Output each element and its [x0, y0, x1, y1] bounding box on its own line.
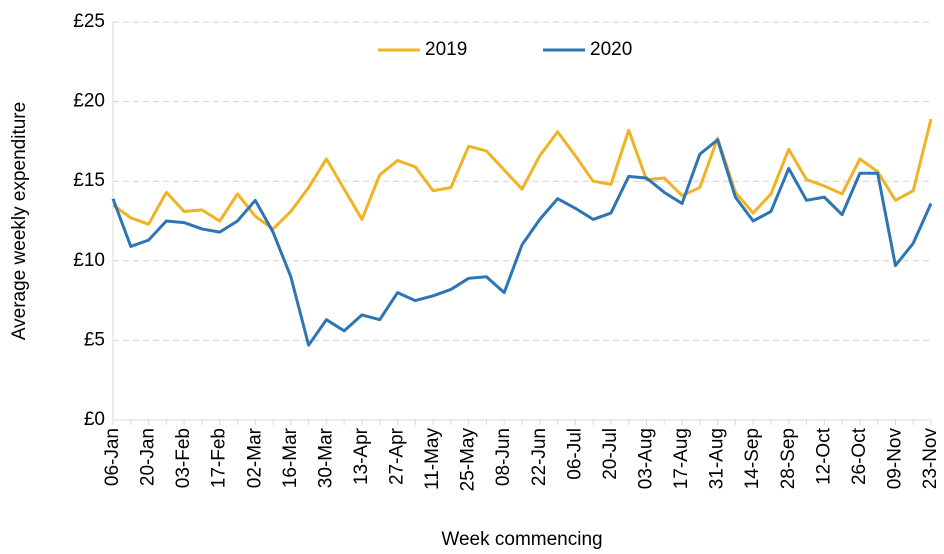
x-axis-title: Week commencing	[441, 529, 602, 550]
y-axis-title: Average weekly expenditure	[9, 102, 30, 340]
x-tick-label: 03-Feb	[173, 428, 194, 488]
x-tick-label: 11-May	[422, 428, 443, 490]
y-tick-label: £25	[73, 11, 105, 32]
x-tick-label: 14-Sep	[742, 428, 763, 489]
series-line	[111, 138, 933, 347]
x-tick-label: 20-Jan	[138, 428, 159, 486]
x-tick-label: 28-Sep	[778, 428, 799, 489]
series-line	[112, 118, 933, 231]
x-tick-label: 22-Jun	[529, 428, 550, 486]
x-tick-label: 25-May	[458, 428, 479, 492]
legend-label: 2019	[425, 39, 467, 60]
x-tick-label: 13-Apr	[351, 427, 372, 485]
x-tick-label: 26-Oct	[849, 427, 870, 485]
x-tick-label: 09-Nov	[884, 428, 905, 490]
x-tick-label: 06-Jul	[564, 428, 585, 480]
legend-label: 2020	[590, 39, 632, 60]
y-tick-label: £10	[73, 250, 105, 271]
x-tick-label: 27-Apr	[387, 427, 408, 485]
x-tick-label: 31-Aug	[707, 428, 728, 489]
y-tick-label: £15	[73, 170, 105, 191]
x-tick-label: 17-Aug	[671, 428, 692, 489]
y-tick-label: £5	[84, 329, 105, 350]
x-tick-label: 30-Mar	[315, 427, 336, 488]
x-tick-label: 06-Jan	[102, 428, 123, 486]
y-tick-label: £20	[73, 91, 105, 112]
x-tick-label: 17-Feb	[209, 428, 230, 488]
y-tick-label: £0	[84, 409, 105, 430]
x-tick-label: 03-Aug	[635, 428, 656, 489]
x-tick-label: 02-Mar	[244, 427, 265, 488]
x-tick-label: 20-Jul	[600, 428, 621, 480]
x-tick-label: 23-Nov	[920, 428, 941, 490]
x-tick-label: 16-Mar	[280, 427, 301, 488]
x-tick-label: 08-Jun	[493, 428, 514, 486]
x-tick-label: 12-Oct	[813, 427, 834, 485]
